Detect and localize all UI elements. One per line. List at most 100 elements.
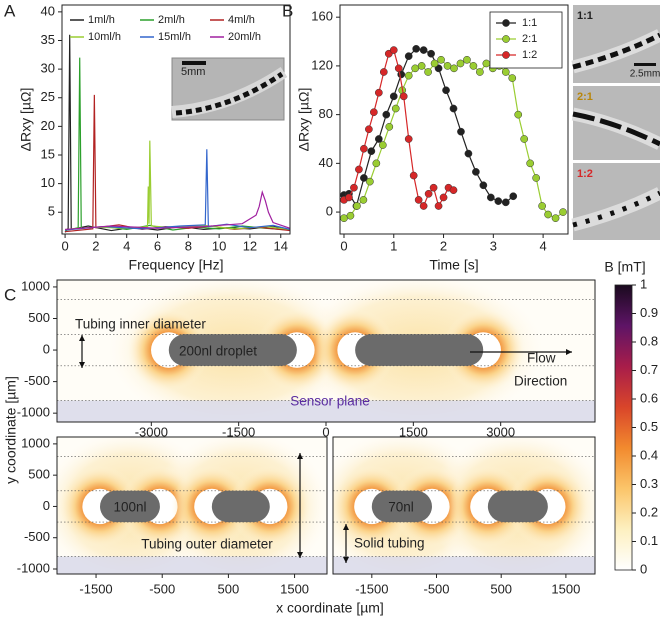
series-line — [65, 140, 290, 231]
arrow-head — [343, 524, 349, 530]
point — [411, 64, 420, 73]
y-tick-label: -1000 — [17, 560, 50, 575]
point — [346, 211, 355, 220]
point — [404, 52, 413, 61]
point — [360, 174, 368, 182]
field-map — [57, 280, 595, 422]
panel-label: B — [282, 1, 293, 20]
colorbar-tick-label: 0.3 — [640, 476, 658, 491]
series-line — [65, 149, 290, 231]
point — [437, 55, 445, 64]
y-tick-label: -500 — [24, 373, 50, 388]
plot-area — [64, 34, 290, 233]
annotation: Solid tubing — [354, 536, 425, 551]
annotation: 100nl — [113, 500, 146, 515]
legend-label: 1:2 — [522, 49, 537, 61]
colorbar-tick-label: 0.4 — [640, 447, 658, 462]
point — [367, 147, 376, 156]
photo-label: 1:2 — [577, 168, 593, 180]
point — [399, 92, 408, 101]
point — [419, 46, 428, 54]
droplet — [211, 490, 270, 523]
point — [374, 135, 383, 143]
series-line — [65, 190, 290, 231]
legend-label: 1:1 — [522, 17, 537, 29]
colorbar-tick-label: 0.6 — [640, 390, 658, 405]
legend-label: 10ml/h — [88, 31, 121, 43]
point — [414, 196, 423, 204]
point — [389, 92, 398, 101]
sensor-plane — [333, 556, 595, 574]
point — [350, 183, 358, 192]
y-tick-label: 25 — [41, 89, 55, 104]
x-tick-label: 500 — [490, 581, 512, 596]
legend-marker — [502, 35, 510, 43]
droplet — [168, 334, 297, 366]
y-tick-label: 160 — [311, 9, 333, 24]
point — [463, 55, 471, 64]
point — [559, 208, 567, 216]
x-tick-label: 8 — [185, 238, 192, 253]
x-tick-label: 6 — [154, 238, 161, 253]
legend-marker — [502, 19, 510, 27]
point — [389, 46, 398, 54]
point — [450, 64, 458, 73]
x-tick-label: 12 — [243, 238, 257, 253]
y-tick-label: 500 — [28, 310, 50, 325]
photo-label: 1:1 — [577, 10, 593, 22]
y-tick-label: 40 — [41, 3, 55, 18]
point — [464, 149, 473, 158]
point — [429, 183, 438, 192]
point — [494, 197, 503, 205]
y-tick-label: 1000 — [21, 278, 50, 293]
x-tick-label: -1500 — [355, 581, 388, 596]
arrow-head — [79, 362, 85, 368]
tube — [571, 187, 660, 232]
droplets — [175, 71, 284, 116]
colorbar-tick-label: 0.9 — [640, 305, 658, 320]
point — [501, 198, 510, 207]
photo-scale: 2.5mm — [630, 69, 660, 80]
annotation: 200nl droplet — [179, 344, 257, 359]
point — [538, 202, 546, 210]
legend-label: 4ml/h — [228, 14, 255, 26]
point — [551, 214, 560, 223]
x-tick-label: 0 — [61, 238, 68, 253]
point — [353, 202, 361, 210]
axes-frame — [332, 436, 596, 575]
point — [427, 49, 435, 58]
point — [404, 71, 413, 80]
annotation: Flow — [527, 351, 556, 366]
x-tick-label: 4 — [539, 238, 546, 253]
colorbar-tick-label: 0.5 — [640, 419, 658, 434]
sensor-plane — [57, 556, 327, 574]
x-tick-label: 500 — [218, 581, 240, 596]
arrow-head — [297, 453, 303, 459]
field-map — [57, 437, 327, 574]
point — [365, 125, 373, 134]
photo-label: 2:1 — [577, 91, 593, 103]
x-tick-label: 2 — [92, 238, 99, 253]
y-tick-label: 80 — [319, 106, 333, 121]
point — [476, 68, 484, 76]
y-tick-label: 35 — [41, 32, 55, 47]
y-tick-label: 500 — [28, 467, 50, 482]
point — [430, 59, 439, 68]
axes-frame — [56, 436, 328, 575]
point — [419, 202, 428, 210]
point — [370, 108, 378, 117]
annotation: Sensor plane — [290, 394, 370, 409]
y-tick-label: 5 — [48, 204, 55, 219]
point — [355, 165, 363, 174]
point — [372, 159, 381, 168]
point — [374, 88, 383, 97]
legend-label: 2ml/h — [158, 14, 185, 26]
y-tick-label: 15 — [41, 146, 55, 161]
y-tick-label: 0 — [326, 204, 333, 219]
point — [479, 181, 488, 190]
point — [378, 141, 387, 149]
x-tick-label: 10 — [212, 238, 226, 253]
y-tick-label: 20 — [41, 118, 55, 133]
panel-label: C — [4, 285, 16, 304]
